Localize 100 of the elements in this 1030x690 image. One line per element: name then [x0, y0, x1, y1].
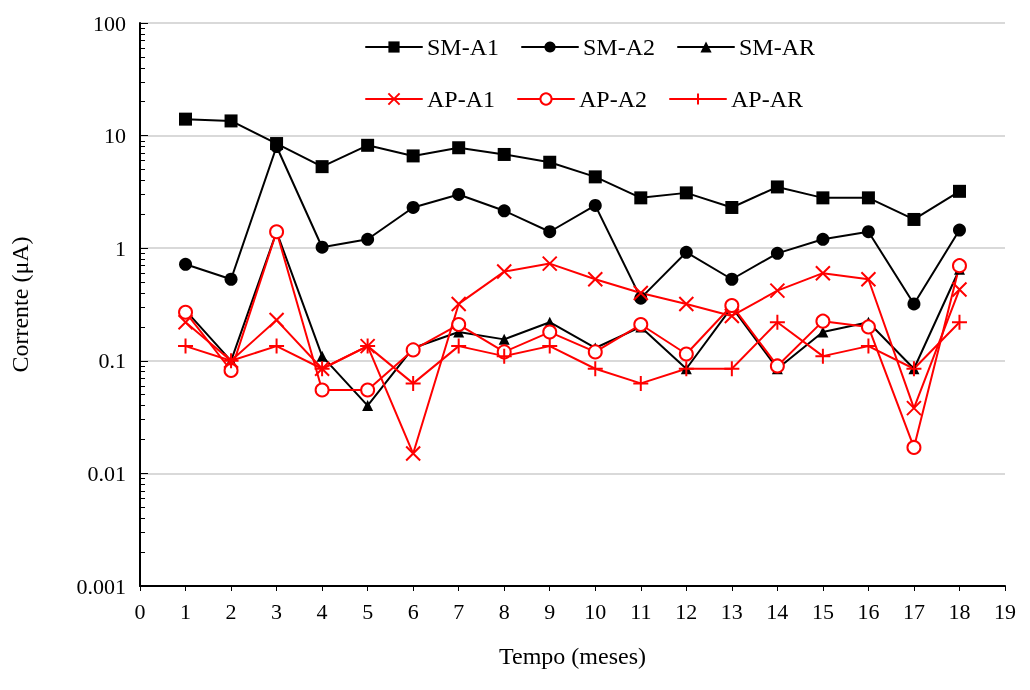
point	[769, 282, 786, 299]
point	[769, 358, 785, 374]
point	[405, 342, 421, 358]
point	[950, 313, 968, 331]
point	[315, 160, 329, 174]
point	[587, 344, 603, 360]
point	[724, 297, 740, 313]
point	[224, 272, 238, 286]
point	[450, 295, 467, 312]
point	[268, 337, 286, 355]
point	[315, 240, 329, 254]
point	[543, 225, 557, 239]
x-tick-label: 18	[948, 598, 971, 624]
point	[405, 445, 422, 462]
x-tick-label: 16	[857, 598, 880, 624]
point	[179, 112, 193, 126]
point	[861, 225, 875, 239]
y-tick-label: 100	[93, 10, 126, 36]
point	[452, 187, 466, 201]
point	[495, 347, 513, 365]
point	[404, 374, 422, 392]
x-tick-label: 11	[630, 598, 652, 624]
x-tick-label: 6	[407, 598, 419, 624]
y-tick-label: 0.1	[98, 348, 126, 374]
point	[634, 191, 648, 205]
point	[633, 317, 649, 333]
point	[814, 347, 832, 365]
x-tick-label: 1	[180, 598, 192, 624]
point	[452, 141, 466, 155]
x-tick-label: 7	[453, 598, 465, 624]
point	[316, 350, 328, 362]
point	[224, 114, 238, 128]
point	[177, 337, 195, 355]
point	[587, 271, 604, 288]
point	[406, 149, 420, 163]
x-tick-label: 10	[584, 598, 607, 624]
point	[497, 147, 511, 161]
point	[223, 363, 239, 378]
point	[679, 186, 693, 200]
point	[497, 204, 511, 218]
point	[952, 223, 966, 237]
legend-label: AP-A1	[427, 86, 496, 112]
point	[586, 360, 604, 378]
x-tick-label: 19	[994, 598, 1016, 624]
x-axis-title: Tempo (meses)	[499, 643, 646, 669]
point	[770, 246, 784, 260]
point	[951, 258, 967, 274]
y-axis-title: Corrente (μA)	[7, 236, 33, 373]
point	[907, 212, 921, 226]
point	[723, 307, 740, 324]
x-tick-label: 5	[362, 598, 374, 624]
x-tick-label: 3	[271, 598, 283, 624]
x-tick-label: 13	[720, 598, 743, 624]
point	[588, 170, 602, 184]
point	[725, 200, 739, 214]
y-tick-label: 0.01	[87, 460, 126, 486]
point	[362, 400, 374, 412]
point	[907, 297, 921, 311]
point	[361, 232, 375, 246]
point	[770, 180, 784, 194]
x-tick-label: 2	[225, 598, 237, 624]
point	[177, 314, 194, 331]
point	[179, 257, 193, 271]
point	[496, 263, 513, 280]
legend-label: SM-A2	[583, 34, 656, 60]
x-tick-label: 9	[544, 598, 556, 624]
x-tick-label: 4	[316, 598, 328, 624]
point	[861, 191, 875, 205]
point	[498, 333, 510, 345]
point	[679, 245, 693, 259]
x-tick-label: 17	[902, 598, 925, 624]
y-tick-label: 10	[104, 123, 126, 149]
point	[360, 382, 376, 398]
point	[588, 198, 602, 212]
x-tick-label: 14	[766, 598, 789, 624]
x-tick-label: 12	[675, 598, 698, 624]
point	[632, 374, 650, 392]
point	[542, 324, 558, 340]
point	[814, 265, 831, 282]
point	[816, 191, 830, 205]
legend-label: AP-A2	[579, 86, 648, 112]
point	[859, 337, 877, 355]
point	[314, 382, 330, 398]
legend-label: AP-AR	[731, 86, 804, 112]
point	[906, 439, 922, 455]
point	[541, 337, 559, 355]
x-tick-label: 8	[498, 598, 510, 624]
point	[860, 271, 877, 288]
legend-label: SM-AR	[739, 34, 816, 60]
y-tick-label: 0.001	[76, 573, 126, 599]
point	[816, 232, 830, 246]
point	[450, 337, 468, 355]
point	[178, 304, 194, 320]
point	[905, 400, 922, 417]
point	[815, 313, 831, 329]
point	[678, 295, 695, 312]
point	[541, 255, 558, 272]
point	[451, 317, 467, 333]
point	[951, 281, 968, 298]
point	[361, 138, 375, 152]
